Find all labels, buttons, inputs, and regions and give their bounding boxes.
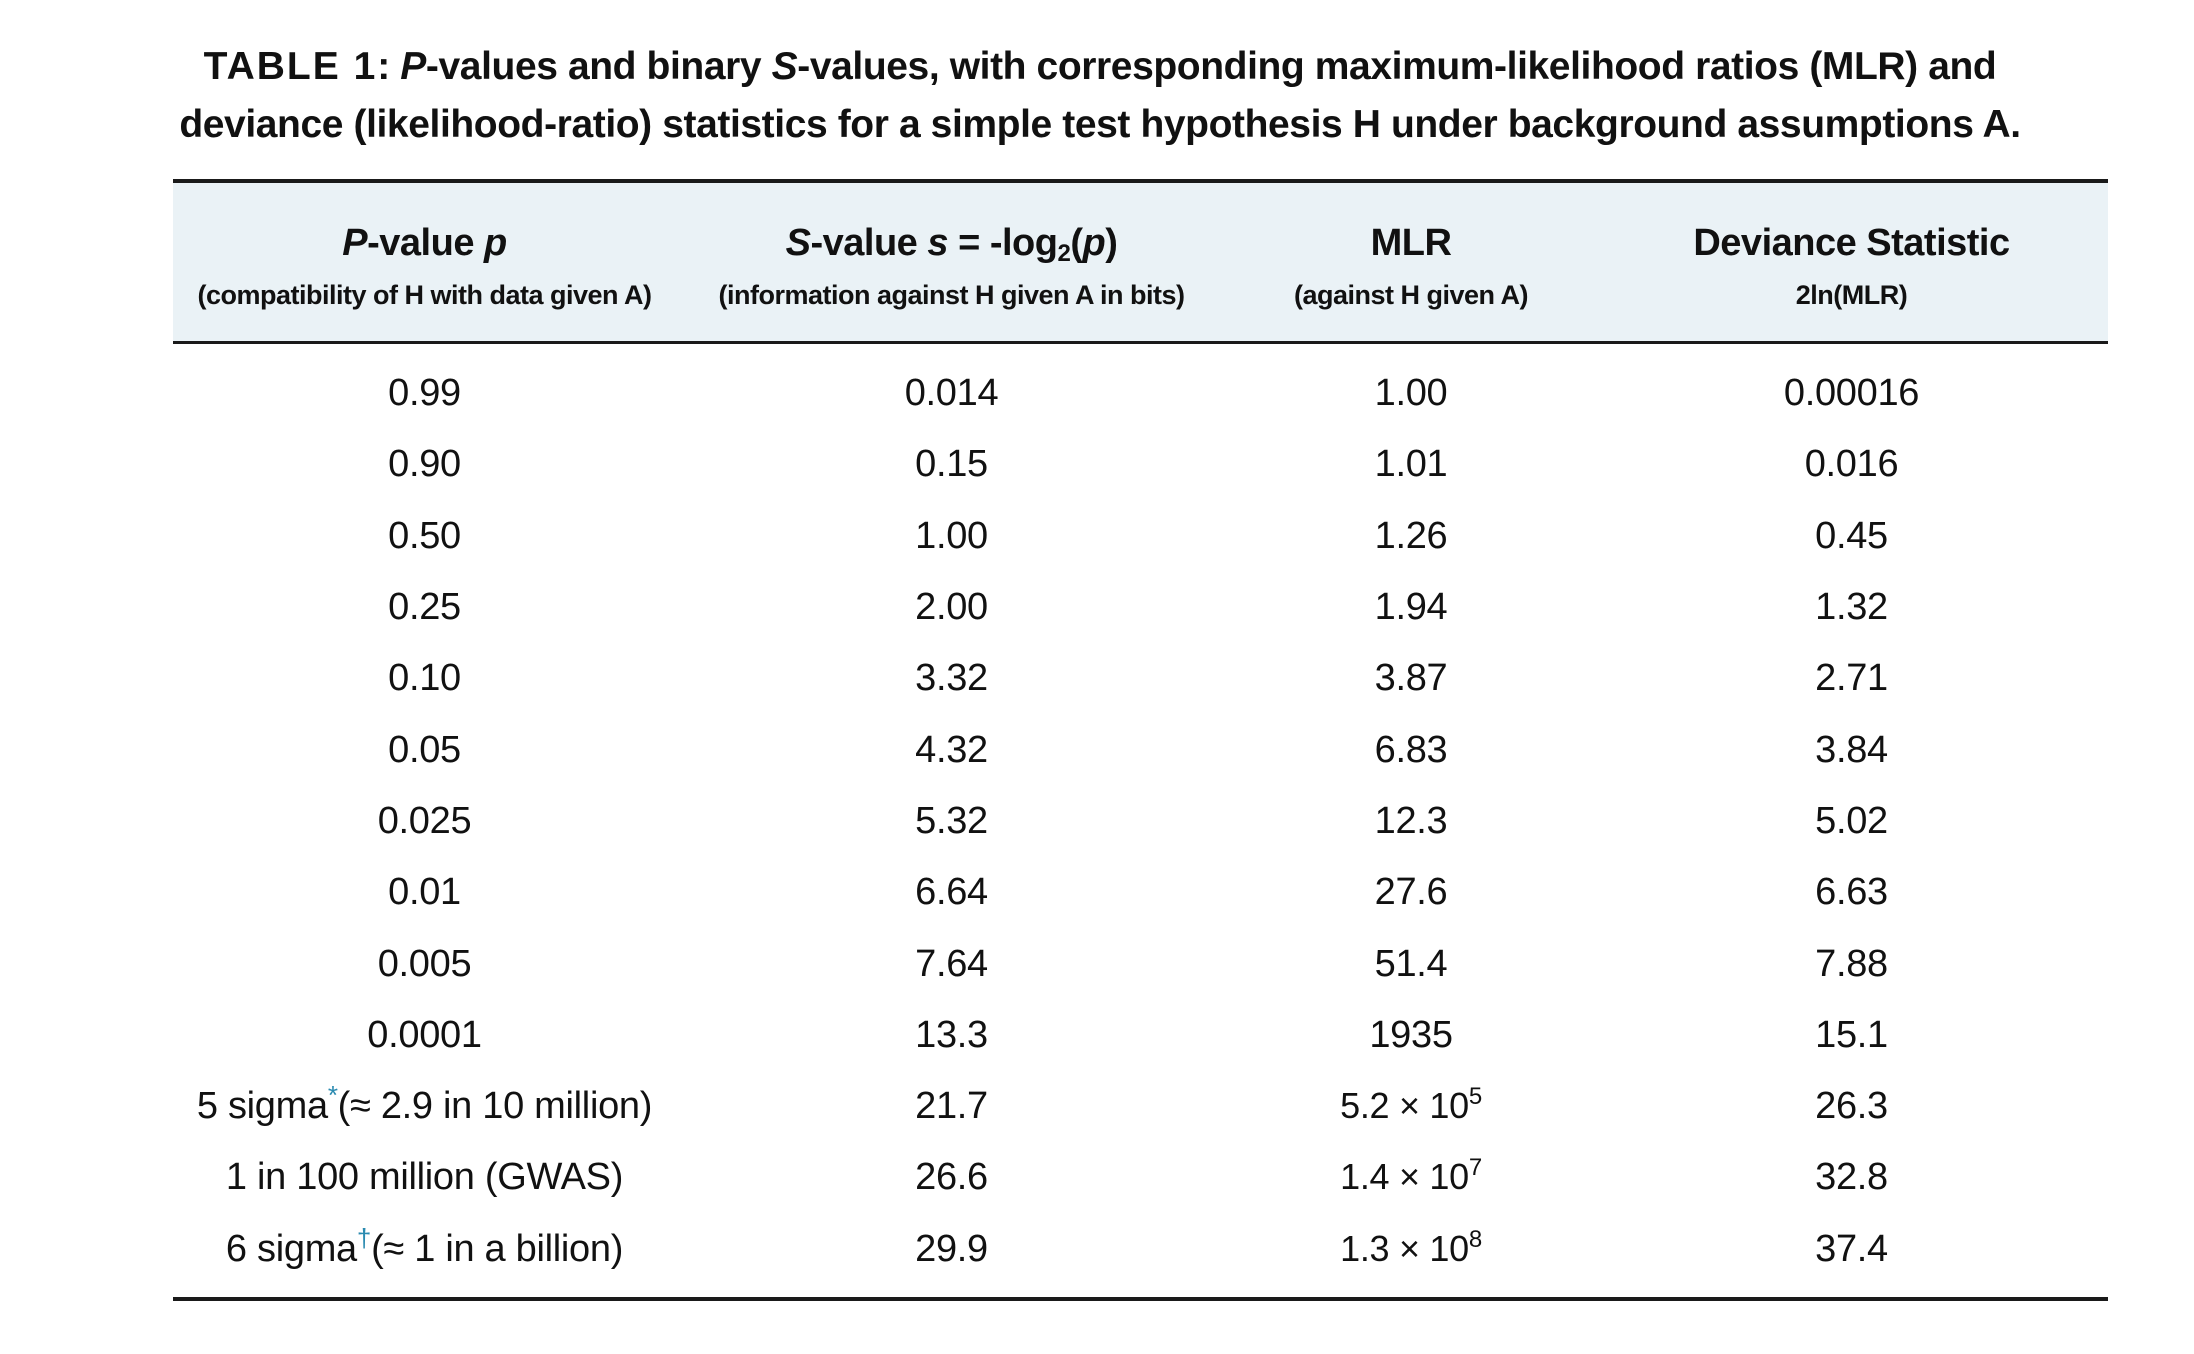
table-row: 0.25 2.00 1.94 1.32	[173, 572, 2108, 643]
cell-mlr: 1.94	[1374, 586, 1448, 629]
caption-s-letter: S	[771, 45, 798, 88]
cell-deviance: 6.63	[1815, 871, 1888, 914]
column-header-mlr-subtitle: (against H given A)	[1293, 280, 1529, 310]
table-row: 0.005 7.64 51.4 7.88	[173, 928, 2108, 999]
cell-deviance: 1.32	[1815, 586, 1888, 629]
column-header-deviance: Deviance Statistic 2ln(MLR)	[1595, 181, 2108, 343]
cell-mlr: 51.4	[1374, 942, 1448, 985]
cell-mlr: 1.26	[1374, 514, 1448, 557]
cell-s-value: 3.32	[915, 657, 988, 700]
caption-p-letter: P	[400, 45, 426, 88]
table-row: 5 sigma*(≈ 2.9 in 10 million) 21.7 5.2 ×…	[173, 1071, 2108, 1142]
cell-s-value: 2.00	[915, 586, 988, 629]
table-row: 0.50 1.00 1.26 0.45	[173, 501, 2108, 572]
cell-s-value: 13.3	[915, 1013, 988, 1056]
header-row: P-value p (compatibility of H with data …	[173, 181, 2108, 343]
cell-s-value: 1.00	[915, 514, 988, 557]
column-header-mlr-title: MLR	[1370, 222, 1452, 264]
cell-mlr: 27.6	[1374, 871, 1448, 914]
cell-mlr: 3.87	[1374, 657, 1448, 700]
cell-s-value: 26.6	[915, 1156, 988, 1199]
cell-s-value: 29.9	[915, 1227, 988, 1270]
caption-separator: :	[377, 45, 401, 88]
cell-deviance: 5.02	[1815, 799, 1888, 842]
table-body: 0.99 0.014 1.00 0.00016 0.90 0.15 1.01 0…	[173, 343, 2108, 1299]
cell-mlr: 1.00	[1374, 372, 1448, 415]
cell-p-value: 0.99	[388, 372, 461, 415]
column-header-deviance-subtitle: 2ln(MLR)	[1795, 280, 1908, 310]
cell-mlr: 1.01	[1374, 443, 1448, 486]
table-row: 6 sigma†(≈ 1 in a billion) 29.9 1.3 × 10…	[173, 1214, 2108, 1299]
table-row: 0.99 0.014 1.00 0.00016	[173, 343, 2108, 430]
cell-deviance: 0.016	[1804, 443, 1899, 486]
table-header: P-value p (compatibility of H with data …	[173, 181, 2108, 343]
cell-p-value: 0.05	[388, 728, 461, 771]
table-container: P-value p (compatibility of H with data …	[173, 179, 2108, 1301]
table-row: 0.01 6.64 27.6 6.63	[173, 857, 2108, 928]
cell-s-value: 0.15	[915, 443, 988, 486]
footnote-mark[interactable]: *	[327, 1080, 338, 1111]
cell-p-value: 6 sigma†(≈ 1 in a billion)	[225, 1222, 624, 1270]
cell-mlr: 1935	[1369, 1013, 1453, 1056]
cell-p-value: 0.0001	[367, 1013, 482, 1056]
cell-p-value: 0.01	[388, 871, 461, 914]
cell-mlr: 12.3	[1374, 799, 1448, 842]
cell-deviance: 37.4	[1815, 1227, 1888, 1270]
column-header-p-value-subtitle: (compatibility of H with data given A)	[197, 280, 652, 310]
cell-mlr: 1.3 × 108	[1340, 1225, 1482, 1269]
cell-deviance: 26.3	[1815, 1085, 1888, 1128]
cell-p-value: 1 in 100 million (GWAS)	[225, 1156, 624, 1199]
cell-p-value: 0.25	[388, 586, 461, 629]
cell-deviance: 0.00016	[1783, 372, 1920, 415]
column-header-mlr: MLR (against H given A)	[1227, 181, 1595, 343]
footnote-mark[interactable]: †	[356, 1222, 372, 1253]
cell-deviance: 15.1	[1815, 1013, 1888, 1056]
table-caption: TABLE 1: P-values and binary S-values, w…	[170, 38, 2030, 154]
cell-mlr: 5.2 × 105	[1340, 1083, 1482, 1127]
cell-mlr: 1.4 × 107	[1340, 1154, 1482, 1198]
table-row: 0.025 5.32 12.3 5.02	[173, 786, 2108, 857]
cell-deviance: 3.84	[1815, 728, 1888, 771]
cell-s-value: 5.32	[915, 799, 988, 842]
cell-s-value: 21.7	[915, 1085, 988, 1128]
cell-mlr: 6.83	[1374, 728, 1448, 771]
caption-text-part2: -values, with corresponding maximum-like…	[179, 45, 2021, 146]
column-header-s-value: S-value s = -log2(p) (information agains…	[676, 181, 1227, 343]
cell-deviance: 2.71	[1815, 657, 1888, 700]
table-row: 0.90 0.15 1.01 0.016	[173, 429, 2108, 500]
table-row: 0.10 3.32 3.87 2.71	[173, 643, 2108, 714]
cell-s-value: 4.32	[915, 728, 988, 771]
column-header-s-value-title: S-value s = -log2(p)	[785, 222, 1118, 267]
cell-p-value: 0.90	[388, 443, 461, 486]
column-header-deviance-title: Deviance Statistic	[1693, 222, 2010, 264]
column-header-p-value: P-value p (compatibility of H with data …	[173, 181, 676, 343]
cell-deviance: 7.88	[1815, 942, 1888, 985]
cell-p-value: 5 sigma*(≈ 2.9 in 10 million)	[196, 1080, 653, 1128]
cell-deviance: 32.8	[1815, 1156, 1888, 1199]
table-row: 1 in 100 million (GWAS) 26.6 1.4 × 107 3…	[173, 1142, 2108, 1213]
table-row: 0.0001 13.3 1935 15.1	[173, 1000, 2108, 1071]
cell-p-value: 0.005	[377, 942, 472, 985]
caption-text-part1: -values and binary	[425, 45, 772, 88]
table-label: TABLE 1	[203, 45, 378, 88]
column-header-p-value-title: P-value p	[342, 222, 507, 264]
cell-p-value: 0.50	[388, 514, 461, 557]
cell-p-value: 0.025	[377, 799, 472, 842]
column-header-s-value-subtitle: (information against H given A in bits)	[718, 280, 1185, 310]
cell-p-value: 0.10	[388, 657, 461, 700]
results-table: P-value p (compatibility of H with data …	[173, 179, 2108, 1301]
cell-s-value: 6.64	[915, 871, 988, 914]
table-row: 0.05 4.32 6.83 3.84	[173, 714, 2108, 785]
cell-s-value: 0.014	[904, 372, 999, 415]
cell-deviance: 0.45	[1815, 514, 1888, 557]
cell-s-value: 7.64	[915, 942, 988, 985]
